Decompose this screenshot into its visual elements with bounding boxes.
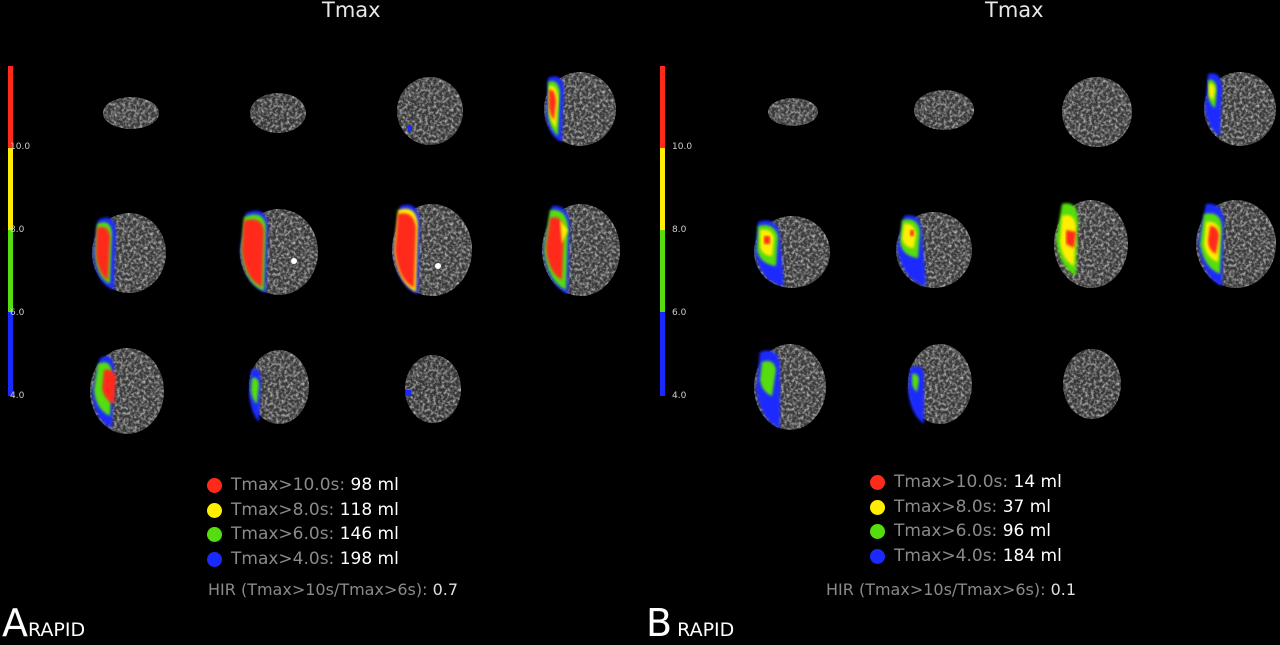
scale-tick: 6.0 <box>672 308 687 318</box>
hir-value: 0.7 <box>432 580 459 599</box>
scale-segment-blue <box>660 312 665 396</box>
brain-slice <box>914 90 974 130</box>
yellow-dot-icon <box>207 502 222 518</box>
brain-slice <box>249 350 309 424</box>
hir-label: HIR (Tmax>10s/Tmax>6s): <box>826 580 1046 599</box>
legend-value: 96 ml <box>1002 521 1052 541</box>
brain-slice <box>768 98 818 126</box>
brain-slice <box>908 344 972 424</box>
legend-value: 37 ml <box>1002 496 1052 517</box>
scale-tick: 8.0 <box>10 225 25 235</box>
brain-slice <box>1196 200 1276 288</box>
brain-slice <box>754 344 826 430</box>
legend-label: Tmax>4.0s: <box>231 548 335 569</box>
volume-legend: Tmax>10.0s: 14 ml Tmax>8.0s: 37 ml Tmax>… <box>870 470 1150 568</box>
scale-segment-blue <box>8 312 13 396</box>
legend-row-tmax6: Tmax>6.0s: 146 ml <box>207 522 487 547</box>
legend-value: 14 ml <box>1013 472 1062 492</box>
legend-label: Tmax>10.0s: <box>231 475 346 495</box>
legend-row-tmax4: Tmax>4.0s: 198 ml <box>207 547 487 572</box>
hir-ratio: HIR (Tmax>10s/Tmax>6s): 0.7 <box>208 580 458 599</box>
volume-legend: Tmax>10.0s: 98 ml Tmax>8.0s: 118 ml Tmax… <box>207 473 487 571</box>
hir-label: HIR (Tmax>10s/Tmax>6s): <box>208 580 428 599</box>
legend-row-tmax10: Tmax>10.0s: 98 ml <box>207 473 487 498</box>
legend-label: Tmax>10.0s: <box>894 472 1009 492</box>
brain-slice <box>103 97 159 129</box>
brain-slice <box>397 77 463 145</box>
panel-label: B RAPID <box>646 601 734 645</box>
legend-label: Tmax>4.0s: <box>894 545 998 566</box>
scale-tick: 6.0 <box>10 308 25 318</box>
hir-ratio: HIR (Tmax>10s/Tmax>6s): 0.1 <box>826 580 1076 599</box>
legend-label: Tmax>6.0s: <box>231 524 335 544</box>
scale-segment-yellow <box>660 148 665 230</box>
legend-row-tmax8: Tmax>8.0s: 118 ml <box>207 498 487 523</box>
panel-title: Tmax <box>322 0 381 22</box>
panel-label: ARAPID <box>2 601 85 645</box>
brain-slice <box>90 348 164 434</box>
red-dot-icon <box>207 478 222 493</box>
brain-slice <box>544 72 616 146</box>
scale-tick: 10.0 <box>10 142 31 152</box>
legend-value: 118 ml <box>339 499 399 520</box>
scale-tick: 4.0 <box>10 391 25 401</box>
panel-title: Tmax <box>985 0 1044 22</box>
brain-slice <box>754 216 830 288</box>
brain-slice <box>542 204 620 296</box>
legend-label: Tmax>8.0s: <box>894 496 998 517</box>
brain-slice <box>392 204 472 296</box>
brain-slice <box>896 212 972 288</box>
scale-tick: 4.0 <box>672 391 687 401</box>
brain-slice <box>1062 77 1132 147</box>
legend-value: 98 ml <box>350 475 399 495</box>
panel-software-name: RAPID <box>677 619 735 641</box>
panel-a: Tmax 10.0 8.0 6.0 4.0 <box>0 0 640 645</box>
legend-row-tmax10: Tmax>10.0s: 14 ml <box>870 470 1150 495</box>
panel-software-name: RAPID <box>28 619 86 641</box>
scale-segment-green <box>8 230 13 312</box>
panel-letter: A <box>2 601 28 645</box>
brain-slice <box>250 93 306 133</box>
blue-dot-icon <box>207 551 222 567</box>
brain-slice <box>1054 200 1128 288</box>
brain-slice <box>1204 72 1276 146</box>
legend-value: 184 ml <box>1002 545 1062 566</box>
scale-segment-green <box>660 230 665 312</box>
blue-dot-icon <box>870 548 885 564</box>
green-dot-icon <box>207 527 222 542</box>
color-scale-bar <box>8 66 13 396</box>
brain-slice <box>92 213 166 293</box>
legend-row-tmax4: Tmax>4.0s: 184 ml <box>870 544 1150 569</box>
legend-row-tmax6: Tmax>6.0s: 96 ml <box>870 519 1150 544</box>
legend-row-tmax8: Tmax>8.0s: 37 ml <box>870 495 1150 520</box>
panel-letter: B <box>646 601 673 645</box>
legend-value: 146 ml <box>339 524 399 544</box>
scale-tick: 10.0 <box>672 142 693 152</box>
brain-slice <box>405 355 461 423</box>
scale-tick: 8.0 <box>672 225 687 235</box>
brain-slice <box>240 209 318 295</box>
scale-segment-red <box>8 66 13 148</box>
brain-slice <box>1063 349 1121 419</box>
red-dot-icon <box>870 475 885 490</box>
legend-label: Tmax>6.0s: <box>894 521 998 541</box>
legend-label: Tmax>8.0s: <box>231 499 335 520</box>
yellow-dot-icon <box>870 499 885 515</box>
legend-value: 198 ml <box>339 548 399 569</box>
scale-segment-red <box>660 66 665 148</box>
color-scale-bar <box>660 66 665 396</box>
hir-value: 0.1 <box>1050 580 1077 599</box>
green-dot-icon <box>870 524 885 539</box>
scale-segment-yellow <box>8 148 13 230</box>
panel-b: Tmax 10.0 8.0 6.0 4.0 <box>640 0 1280 645</box>
